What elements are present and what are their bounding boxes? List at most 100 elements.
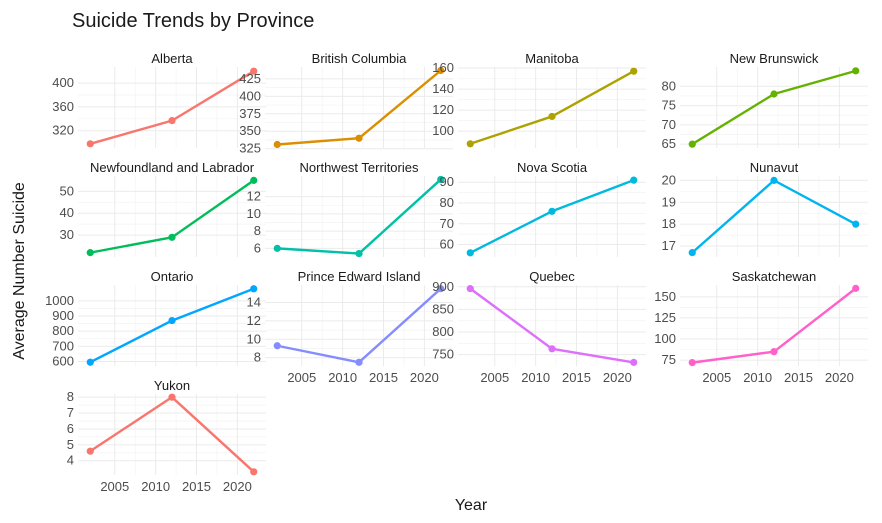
data-point-new-brunswick xyxy=(770,90,778,98)
y-tick-label: 320 xyxy=(52,123,74,138)
strip-label: Newfoundland and Labrador xyxy=(90,160,255,175)
strip-label: Quebec xyxy=(529,269,575,284)
data-point-new-brunswick xyxy=(852,67,860,75)
y-tick-label: 65 xyxy=(662,136,676,151)
x-tick-label: 2005 xyxy=(480,370,509,385)
strip-label: Saskatchewan xyxy=(732,269,817,284)
data-point-saskatchewan xyxy=(852,284,860,292)
y-tick-label: 75 xyxy=(662,98,676,113)
y-tick-label: 600 xyxy=(52,353,74,368)
data-point-ontario xyxy=(168,316,176,325)
data-point-nova-scotia xyxy=(630,176,638,184)
data-point-alberta xyxy=(86,140,94,148)
data-point-newfoundland-and-labrador xyxy=(250,176,258,184)
data-point-quebec xyxy=(548,345,556,353)
x-tick-label: 2015 xyxy=(182,479,211,494)
panel-nova-scotia: Nova Scotia 60 70 80 90 xyxy=(440,160,646,257)
y-tick-label: 120 xyxy=(432,102,454,117)
data-point-yukon xyxy=(250,468,258,476)
y-axis-label: Average Number Suicide xyxy=(11,182,28,360)
y-tick-label: 140 xyxy=(432,81,454,96)
y-tick-label: 800 xyxy=(432,324,454,339)
strip-label: Yukon xyxy=(154,378,190,393)
data-point-newfoundland-and-labrador xyxy=(168,233,176,241)
x-axis-label: Year xyxy=(455,497,488,514)
panel-newfoundland-and-labrador: Newfoundland and Labrador 30 40 50 xyxy=(60,160,266,257)
strip-label: Manitoba xyxy=(525,51,579,66)
chart-title: Suicide Trends by Province xyxy=(72,10,314,32)
y-tick-label: 14 xyxy=(247,294,261,309)
panel-nunavut: Nunavut 17 18 19 20 xyxy=(662,160,868,257)
y-tick-label: 80 xyxy=(440,195,454,210)
strip-label: Nova Scotia xyxy=(517,160,588,175)
y-tick-label: 12 xyxy=(247,313,261,328)
y-tick-label: 325 xyxy=(239,141,261,156)
y-tick-label: 100 xyxy=(432,123,454,138)
data-point-nova-scotia xyxy=(466,249,474,257)
y-tick-label: 100 xyxy=(654,331,676,346)
strip-label: Nunavut xyxy=(750,160,799,175)
strip-label: Northwest Territories xyxy=(300,160,419,175)
strip-label: New Brunswick xyxy=(730,51,819,66)
facet-panels: Alberta 320 360 400 British Columbia 325 350 37… xyxy=(45,51,868,494)
x-tick-label: 2015 xyxy=(369,370,398,385)
data-point-british-columbia xyxy=(355,134,363,142)
y-tick-label: 850 xyxy=(432,301,454,316)
data-point-british-columbia xyxy=(437,66,445,75)
data-point-northwest-territories xyxy=(273,244,281,252)
x-tick-label: 2020 xyxy=(825,370,854,385)
y-tick-label: 17 xyxy=(662,238,676,253)
y-tick-label: 8 xyxy=(254,223,261,238)
y-tick-label: 8 xyxy=(67,389,74,404)
x-tick-label: 2005 xyxy=(100,479,129,494)
y-tick-label: 400 xyxy=(52,75,74,90)
y-tick-label: 90 xyxy=(440,174,454,189)
x-tick-label: 2010 xyxy=(328,370,357,385)
y-tick-label: 19 xyxy=(662,194,676,209)
y-tick-label: 360 xyxy=(52,99,74,114)
y-tick-label: 7 xyxy=(67,405,74,420)
x-tick-label: 2010 xyxy=(743,370,772,385)
y-tick-label: 375 xyxy=(239,106,261,121)
data-point-british-columbia xyxy=(273,140,281,149)
y-tick-label: 900 xyxy=(52,308,74,323)
data-point-ontario xyxy=(86,358,94,366)
x-tick-label: 2020 xyxy=(603,370,632,385)
y-tick-label: 70 xyxy=(440,216,454,231)
y-tick-label: 18 xyxy=(662,216,676,231)
panel-prince-edward-island: Prince Edward Island 8 10 12 14 2005 2010 2015 2… xyxy=(247,271,453,385)
x-tick-label: 2015 xyxy=(562,370,591,385)
data-point-alberta xyxy=(168,117,176,125)
y-tick-label: 350 xyxy=(239,123,261,138)
data-point-prince-edward-island xyxy=(273,342,281,350)
y-tick-label: 5 xyxy=(67,437,74,452)
data-point-yukon xyxy=(168,393,176,401)
y-tick-label: 700 xyxy=(52,338,74,353)
data-point-alberta xyxy=(250,67,258,75)
data-point-yukon xyxy=(86,447,94,455)
x-tick-label: 2020 xyxy=(410,370,439,385)
data-point-northwest-territories xyxy=(355,249,363,258)
data-point-prince-edward-island xyxy=(437,285,445,293)
y-tick-label: 750 xyxy=(432,347,454,362)
y-tick-label: 75 xyxy=(662,352,676,367)
panel-british-columbia: British Columbia 325 350 375 400 425 xyxy=(239,53,453,156)
y-tick-label: 160 xyxy=(432,60,454,75)
panel-northwest-territories: Northwest Territories 6 8 10 12 xyxy=(247,160,453,258)
panel-manitoba: Manitoba 100 120 140 160 xyxy=(432,51,646,148)
y-tick-label: 10 xyxy=(247,331,261,346)
y-tick-label: 425 xyxy=(239,71,261,86)
data-point-new-brunswick xyxy=(688,140,696,148)
strip-label: Alberta xyxy=(151,51,193,66)
y-tick-label: 50 xyxy=(60,183,74,198)
y-tick-label: 900 xyxy=(432,279,454,294)
panel-saskatchewan: Saskatchewan 75 100 125 150 2005 2010 2015 2020 xyxy=(654,269,868,385)
data-point-ontario xyxy=(250,285,258,293)
y-tick-label: 12 xyxy=(247,189,261,204)
data-point-manitoba xyxy=(548,112,556,121)
data-point-nunavut xyxy=(770,176,778,184)
x-tick-label: 2005 xyxy=(287,370,316,385)
y-tick-label: 8 xyxy=(254,350,261,365)
y-tick-label: 6 xyxy=(254,240,261,255)
